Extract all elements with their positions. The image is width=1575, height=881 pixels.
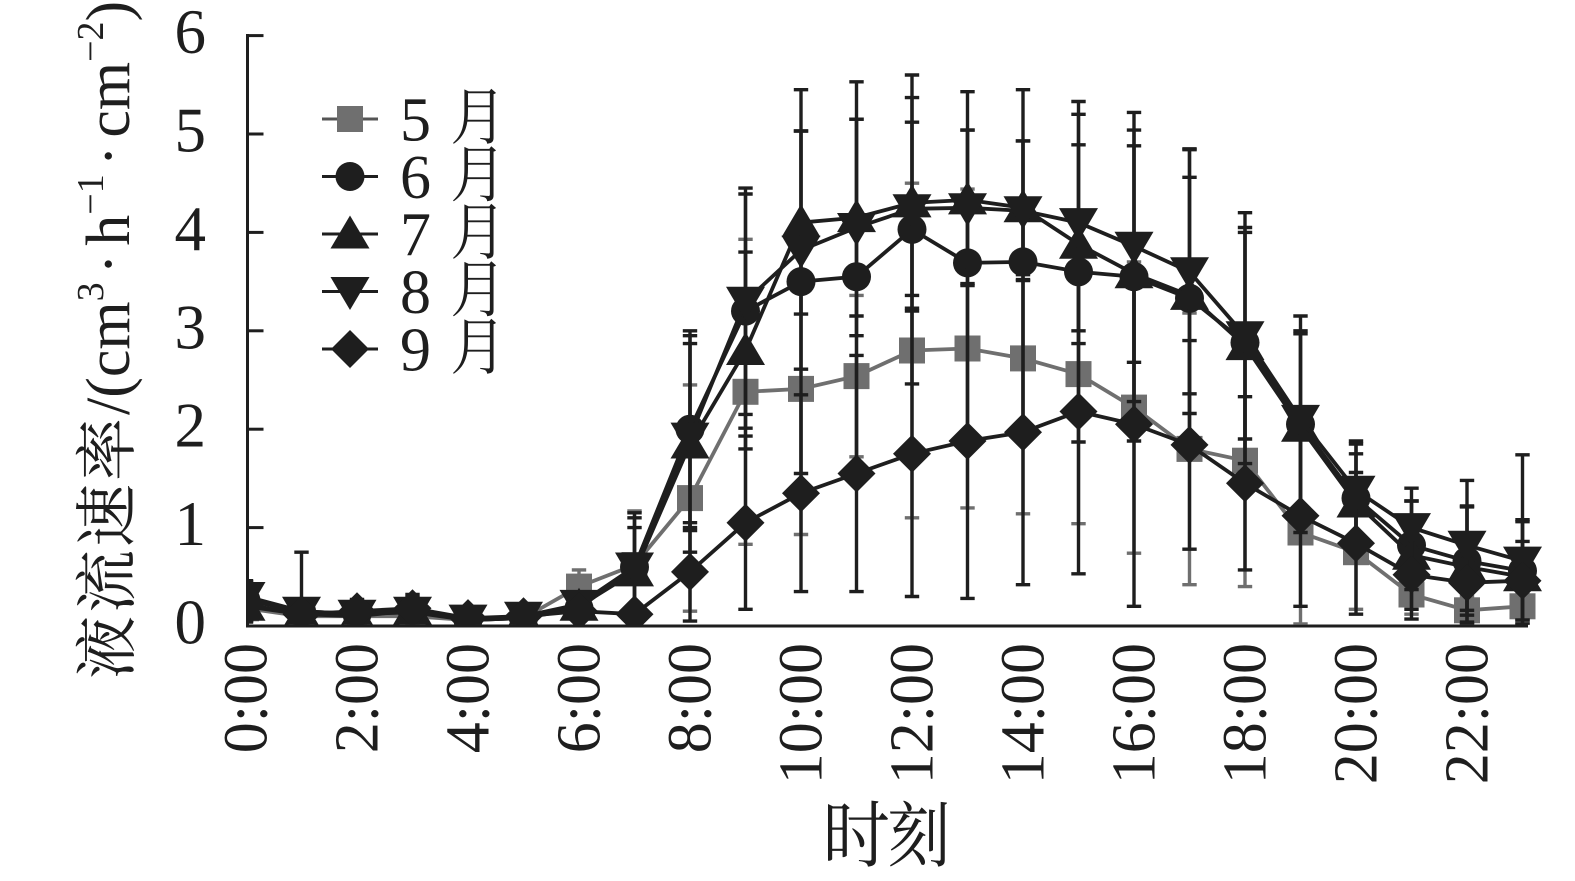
svg-text:8: 8 bbox=[400, 259, 431, 327]
svg-text:6:00: 6:00 bbox=[545, 643, 613, 753]
svg-text:9: 9 bbox=[400, 317, 431, 385]
svg-text:5: 5 bbox=[400, 87, 431, 155]
svg-text:5: 5 bbox=[175, 96, 207, 166]
svg-text:20:00: 20:00 bbox=[1322, 643, 1390, 784]
svg-text:10:00: 10:00 bbox=[767, 643, 835, 784]
svg-text:6: 6 bbox=[400, 144, 431, 212]
svg-text:12:00: 12:00 bbox=[878, 643, 946, 784]
svg-text:0:00: 0:00 bbox=[212, 643, 280, 753]
svg-text:4:00: 4:00 bbox=[434, 643, 502, 753]
svg-text:6: 6 bbox=[175, 0, 207, 67]
svg-text:22:00: 22:00 bbox=[1433, 643, 1501, 784]
svg-text:4: 4 bbox=[175, 194, 207, 264]
svg-text:1: 1 bbox=[175, 489, 207, 559]
svg-text:18:00: 18:00 bbox=[1211, 643, 1279, 784]
svg-text:2:00: 2:00 bbox=[323, 643, 391, 753]
svg-text:2: 2 bbox=[175, 391, 207, 461]
svg-text:14:00: 14:00 bbox=[989, 643, 1057, 784]
svg-text:16:00: 16:00 bbox=[1100, 643, 1168, 784]
svg-text:3: 3 bbox=[175, 292, 207, 362]
svg-text:0: 0 bbox=[175, 588, 207, 658]
svg-text:8:00: 8:00 bbox=[656, 643, 724, 753]
svg-text:7: 7 bbox=[400, 202, 431, 270]
